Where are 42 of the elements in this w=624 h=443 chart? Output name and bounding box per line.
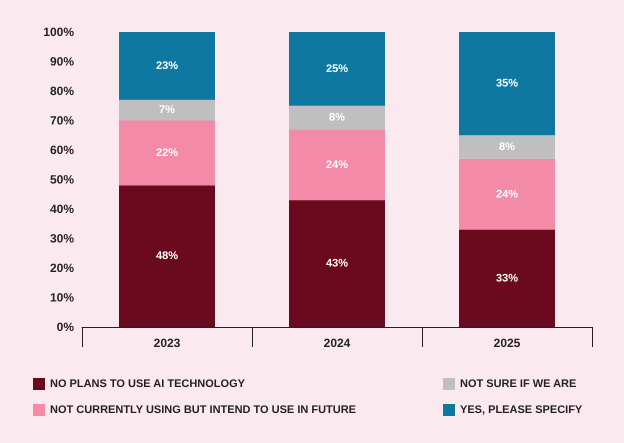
data-label: 7% — [159, 104, 176, 116]
data-label: 48% — [156, 250, 178, 262]
data-label: 24% — [496, 188, 518, 200]
y-tick-label: 50% — [50, 172, 74, 186]
bar — [119, 100, 215, 120]
data-label: 23% — [156, 60, 178, 72]
bar — [459, 230, 555, 327]
data-label: 8% — [499, 141, 516, 154]
legend-label: NOT CURRENTLY USING BUT INTEND TO USE IN FUTURE — [50, 404, 356, 416]
data-label: 33% — [496, 272, 518, 284]
legend-label: NO PLANS TO USE AI TECHNOLOGY — [50, 378, 246, 390]
bar — [289, 200, 385, 327]
legend-label: YES, PLEASE SPECIFY — [460, 404, 583, 416]
bar — [289, 106, 385, 130]
y-tick-label: 10% — [50, 290, 74, 304]
data-label: 24% — [326, 158, 348, 171]
y-tick-label: 30% — [50, 232, 74, 246]
data-label: 43% — [326, 258, 348, 270]
data-label: 25% — [326, 62, 348, 75]
bar — [119, 32, 215, 100]
bar — [459, 135, 555, 159]
x-tick-label: 2025 — [494, 336, 521, 350]
y-tick-label: 80% — [50, 84, 74, 98]
data-label: 8% — [329, 112, 346, 124]
bar — [119, 185, 215, 327]
y-tick-label: 40% — [50, 202, 74, 216]
bar — [289, 32, 385, 106]
y-tick-label: 70% — [50, 114, 74, 128]
bar — [459, 32, 555, 136]
y-tick-label: 60% — [50, 143, 74, 157]
x-tick-label: 2023 — [154, 336, 181, 350]
y-tick-label: 0% — [56, 320, 74, 334]
y-tick-label: 20% — [50, 261, 74, 275]
x-tick-label: 2024 — [324, 336, 351, 350]
y-tick-label: 90% — [50, 54, 74, 68]
data-label: 22% — [156, 146, 178, 159]
data-label: 35% — [496, 78, 518, 90]
bar — [119, 120, 215, 186]
bar — [459, 158, 555, 230]
legend-label: NOT SURE IF WE ARE — [460, 378, 576, 390]
bar — [289, 129, 385, 200]
y-tick-label: 100% — [43, 25, 74, 39]
